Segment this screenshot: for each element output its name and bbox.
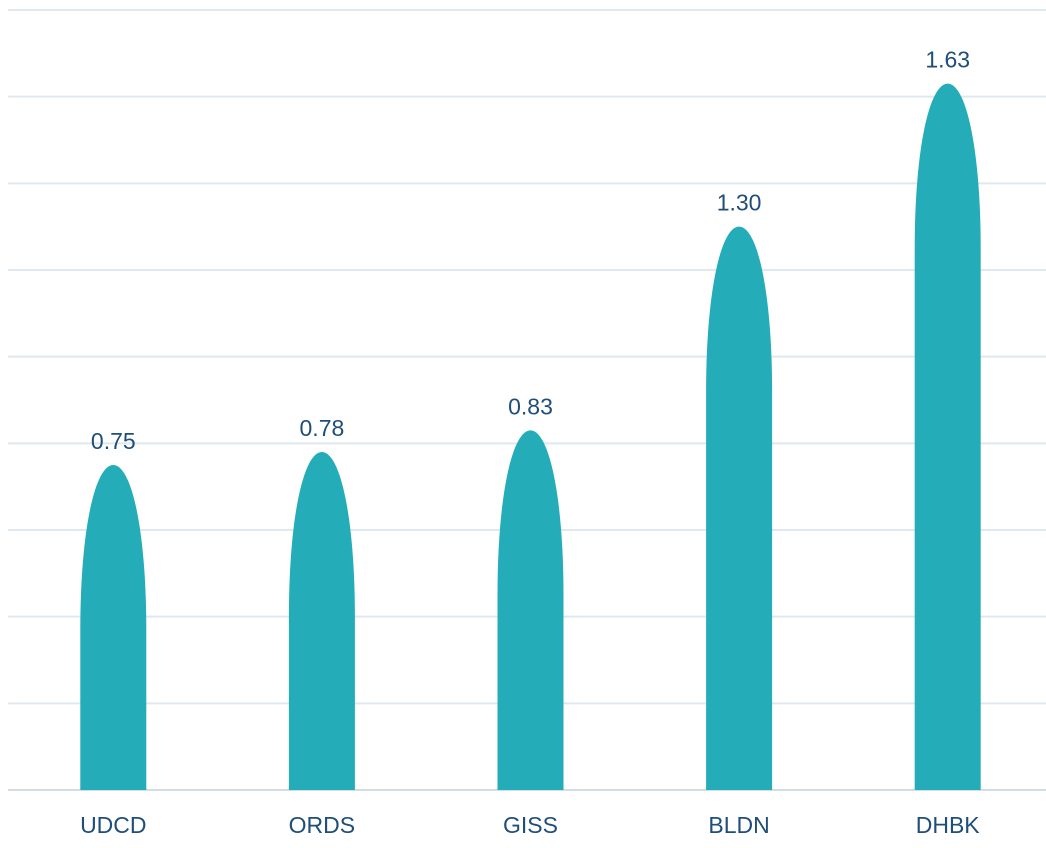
bar-udcd bbox=[80, 465, 147, 790]
x-axis-tick-labels: UDCD ORDS GISS BLDN DHBK bbox=[80, 812, 980, 838]
bars bbox=[80, 83, 981, 791]
data-label-dhbk: 1.63 bbox=[925, 47, 970, 73]
x-tick-label-ords: ORDS bbox=[289, 812, 355, 838]
data-label-udcd: 0.75 bbox=[91, 428, 136, 454]
data-labels: 0.75 0.78 0.83 1.30 1.63 bbox=[91, 47, 970, 454]
x-tick-label-dhbk: DHBK bbox=[916, 812, 981, 838]
data-label-bldn: 1.30 bbox=[717, 190, 762, 216]
data-label-ords: 0.78 bbox=[300, 415, 345, 441]
bar-dhbk bbox=[914, 83, 981, 791]
bar-bldn bbox=[706, 226, 773, 790]
bar-giss bbox=[497, 430, 564, 790]
data-label-giss: 0.83 bbox=[508, 393, 553, 419]
x-tick-label-giss: GISS bbox=[503, 812, 558, 838]
bar-ords bbox=[288, 452, 355, 790]
x-tick-label-udcd: UDCD bbox=[80, 812, 146, 838]
x-tick-label-bldn: BLDN bbox=[708, 812, 769, 838]
